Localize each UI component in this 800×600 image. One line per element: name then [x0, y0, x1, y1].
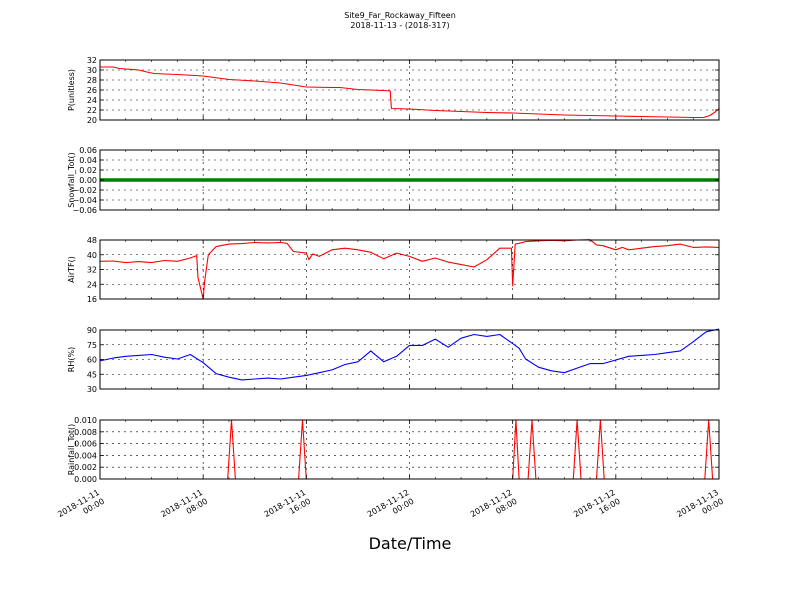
y-tick-label: 32 [87, 56, 97, 65]
x-tick-label: 2018-11-1200:00 [366, 488, 416, 528]
y-tick-label: 75 [87, 341, 97, 350]
y-axis-label: RH(%) [67, 347, 76, 372]
x-tick-label: 2018-11-1208:00 [469, 488, 519, 528]
y-tick-label: 60 [87, 356, 97, 365]
y-tick-label: 16 [87, 295, 97, 304]
y-tick-label: 0.010 [74, 416, 97, 425]
axes-frame [99, 329, 720, 390]
y-tick-label: 90 [87, 326, 97, 335]
y-tick-label: 45 [87, 370, 97, 379]
y-tick-label: 0.02 [79, 166, 97, 175]
y-tick-label: 20 [87, 116, 97, 125]
subplot-5: 0.000 0.002 0.004 0.006 0.008 0.010Rainfall_T… [67, 416, 720, 484]
y-axis-label: Rainfall_Tot() [67, 424, 76, 476]
y-axis-label: Snowfall_Tot() [67, 152, 76, 208]
series-line [99, 239, 720, 300]
y-tick-label: 0.004 [74, 451, 97, 460]
title-line-2: 2018-11-13 - (2018-317) [350, 21, 450, 30]
y-tick-label: 24 [87, 280, 97, 289]
x-tick-label: 2018-11-1100:00 [56, 488, 106, 528]
x-tick-labels: 2018-11-1100:00 2018-11-1108:00 2018-11-11… [56, 488, 725, 528]
y-axis-label: AirTF() [67, 256, 76, 283]
y-tick-label: 26 [87, 86, 97, 95]
y-tick-label: 40 [87, 251, 97, 260]
y-tick-label: 0.000 [74, 475, 97, 484]
subplot-2: −0.06−0.04−0.020.000.020.040.06Snowfall_… [67, 146, 720, 215]
y-tick-label: 0.002 [74, 463, 97, 472]
y-tick-label: 0.008 [74, 428, 97, 437]
y-tick-label: 0.00 [79, 176, 97, 185]
subplot-3: 16 24 32 40 48 AirTF() [67, 236, 720, 304]
y-tick-label: 32 [87, 266, 97, 275]
subplot-4: 30 45 60 75 90 RH(%) [67, 326, 720, 394]
y-tick-label: −0.04 [72, 196, 97, 205]
y-tick-label: 0.06 [79, 146, 97, 155]
series-line [100, 66, 720, 119]
y-axis-label: P(unitless) [67, 69, 76, 111]
x-tick-label: 2018-11-1116:00 [263, 488, 313, 528]
series-line [99, 328, 720, 381]
x-axis-label: Date/Time [368, 534, 452, 553]
y-tick-label: 0.006 [74, 440, 97, 449]
y-tick-label: 30 [87, 385, 97, 394]
y-tick-label: −0.06 [72, 206, 97, 215]
title-line-1: Site9_Far_Rockaway_Fifteen [344, 11, 456, 20]
y-tick-label: −0.02 [72, 186, 97, 195]
y-tick-label: 48 [87, 236, 97, 245]
y-tick-label: 28 [87, 76, 97, 85]
y-tick-label: 0.04 [79, 156, 97, 165]
axes-frame [99, 419, 720, 480]
y-tick-label: 22 [87, 106, 97, 115]
series-line [100, 419, 719, 480]
figure-title: Site9_Far_Rockaway_Fifteen 2018-11-13 - … [0, 11, 800, 31]
x-tick-label: 2018-11-1108:00 [159, 488, 209, 528]
y-tick-label: 24 [87, 96, 97, 105]
x-tick-label: 2018-11-1216:00 [572, 488, 622, 528]
x-tick-label: 2018-11-1300:00 [675, 488, 725, 528]
y-tick-label: 30 [87, 66, 97, 75]
